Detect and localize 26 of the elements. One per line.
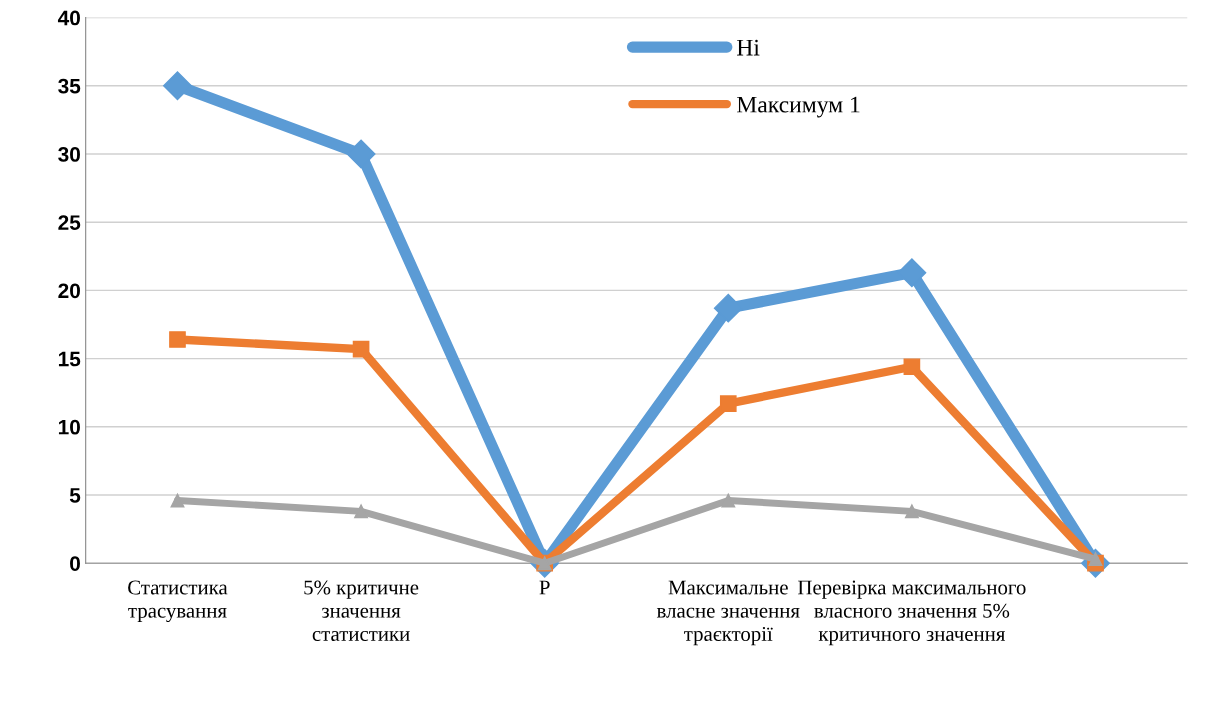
point	[352, 340, 370, 358]
x-tick-label: 5% критичне значення статистики	[304, 580, 419, 641]
legend-label: Максимум 1	[736, 96, 860, 118]
point	[904, 504, 919, 519]
y-tick-label: 30	[58, 147, 80, 162]
point	[713, 293, 743, 323]
y-tick-label: 5	[69, 488, 81, 503]
legend-label: Ні	[736, 39, 760, 56]
x-tick-label: Статистика трасування	[128, 580, 228, 623]
y-tick-label: 25	[58, 215, 81, 230]
point	[170, 493, 185, 508]
point	[719, 395, 737, 412]
y-tick-label: 15	[58, 351, 81, 367]
y-tick-label: 40	[57, 10, 80, 26]
point	[897, 258, 927, 288]
point	[169, 331, 186, 348]
point	[721, 493, 736, 508]
y-tick-label: 35	[58, 78, 81, 94]
y-tick-label: 20	[58, 283, 80, 299]
point	[163, 71, 192, 101]
point	[354, 504, 369, 519]
y-tick-label: 10	[58, 419, 80, 435]
point	[903, 358, 921, 376]
point	[346, 139, 376, 169]
y-tick-label: 0	[70, 556, 80, 571]
x-tick-label: P	[539, 580, 550, 595]
